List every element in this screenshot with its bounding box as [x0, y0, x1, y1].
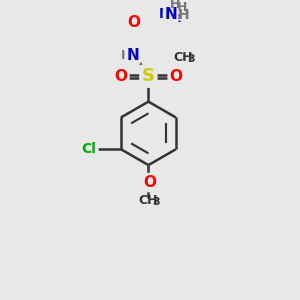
- Text: O: O: [170, 69, 183, 84]
- Text: 2: 2: [173, 14, 181, 24]
- Text: CH: CH: [139, 194, 158, 206]
- Text: N: N: [126, 48, 139, 63]
- Text: CH: CH: [174, 51, 193, 64]
- Text: 3: 3: [188, 54, 195, 64]
- Text: N: N: [164, 7, 177, 22]
- Text: H: H: [121, 49, 131, 62]
- Text: Cl: Cl: [82, 142, 97, 156]
- Text: O: O: [128, 15, 141, 30]
- Text: H: H: [170, 0, 181, 11]
- Text: S: S: [142, 67, 155, 85]
- Text: 3: 3: [152, 196, 160, 207]
- Text: O: O: [114, 69, 127, 84]
- Text: NH: NH: [159, 7, 182, 21]
- Text: O: O: [143, 175, 157, 190]
- Text: H: H: [177, 2, 187, 14]
- Text: H: H: [178, 8, 189, 22]
